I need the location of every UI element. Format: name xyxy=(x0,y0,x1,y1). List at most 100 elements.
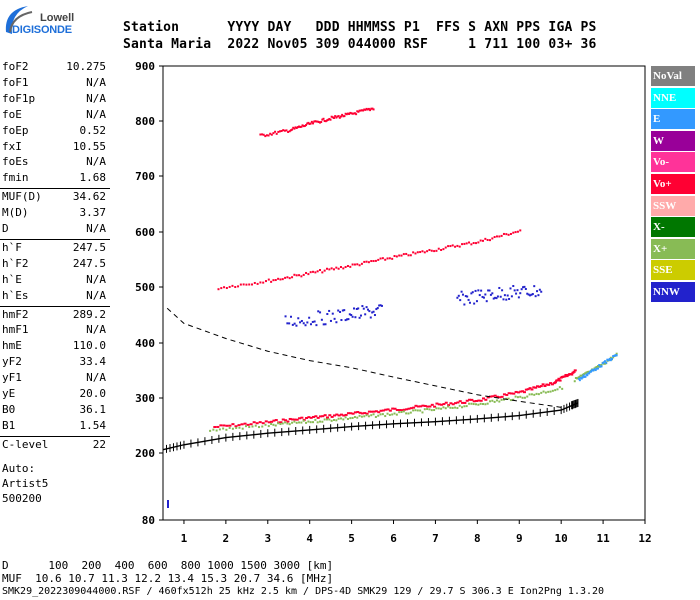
echo-point xyxy=(370,260,373,263)
echo-point xyxy=(540,391,543,394)
echo-point xyxy=(563,375,567,378)
echo-point xyxy=(473,302,476,305)
echo-point xyxy=(270,422,273,425)
echo-point xyxy=(309,122,312,125)
echo-point xyxy=(344,319,347,322)
echo-point xyxy=(602,362,605,365)
echo-point xyxy=(479,239,482,242)
echo-point xyxy=(240,423,244,426)
echo-point xyxy=(491,292,494,295)
param-value: N/A xyxy=(86,323,106,337)
echo-point xyxy=(475,300,478,303)
param-value: 33.4 xyxy=(79,355,107,369)
echo-point xyxy=(435,249,438,252)
echo-point xyxy=(258,426,261,429)
echo-point xyxy=(538,288,541,291)
echo-point xyxy=(554,389,557,392)
param-name: yF2 xyxy=(2,355,22,369)
param-separator xyxy=(0,435,110,437)
echo-point xyxy=(261,422,265,425)
echo-point xyxy=(282,129,285,132)
echo-point xyxy=(258,421,262,424)
echo-point xyxy=(499,295,502,298)
echo-point xyxy=(477,241,480,244)
echo-point xyxy=(345,113,348,116)
echo-point xyxy=(322,117,325,120)
echo-point xyxy=(358,414,361,417)
echo-point xyxy=(270,133,273,136)
echo-point xyxy=(423,404,427,407)
echo-point xyxy=(412,251,415,254)
echo-point xyxy=(442,403,446,406)
echo-point xyxy=(388,257,391,260)
echo-point xyxy=(463,242,466,245)
echo-point xyxy=(558,379,562,382)
echo-point xyxy=(291,418,295,421)
echo-point xyxy=(222,427,225,430)
echo-point xyxy=(479,402,482,405)
echo-point xyxy=(225,428,228,431)
echo-point xyxy=(353,416,356,419)
echo-point xyxy=(254,424,257,427)
echo-point xyxy=(578,379,581,382)
echo-point xyxy=(379,257,382,260)
echo-point xyxy=(547,390,550,393)
echo-point xyxy=(245,283,248,286)
echo-point xyxy=(261,425,264,428)
echo-point xyxy=(343,309,346,312)
echo-point xyxy=(372,310,375,313)
echo-point xyxy=(600,365,603,368)
echo-point xyxy=(306,122,309,125)
echo-point xyxy=(256,282,259,285)
param-name: foF1 xyxy=(2,75,29,89)
echo-point xyxy=(355,308,358,311)
echo-point xyxy=(484,237,487,240)
echo-point xyxy=(597,365,600,368)
echo-point xyxy=(391,407,395,410)
echo-point xyxy=(501,289,504,292)
echo-point xyxy=(512,231,515,234)
echo-point xyxy=(272,419,276,422)
echo-point xyxy=(277,277,280,280)
echo-point xyxy=(228,424,232,427)
echo-point xyxy=(586,371,589,374)
echo-point xyxy=(451,403,455,406)
echo-point xyxy=(608,358,611,361)
echo-point xyxy=(241,427,244,430)
echo-point xyxy=(475,399,479,402)
echo-point xyxy=(372,410,376,413)
echo-point xyxy=(614,354,617,357)
echo-point xyxy=(470,292,473,295)
param-value: 10.55 xyxy=(72,139,106,153)
echo-point xyxy=(516,396,519,399)
echo-point xyxy=(474,289,477,292)
echo-point xyxy=(493,394,497,397)
echo-point xyxy=(602,361,605,364)
echo-point xyxy=(451,244,454,247)
echo-point xyxy=(275,132,278,135)
echo-point xyxy=(351,315,354,318)
echo-point xyxy=(478,294,481,297)
echo-point xyxy=(288,423,291,426)
echo-point xyxy=(601,362,604,365)
echo-point xyxy=(505,233,508,236)
echo-point xyxy=(351,263,354,266)
x-tick-label: 7 xyxy=(432,532,439,545)
echo-point xyxy=(447,404,451,407)
echo-point xyxy=(348,112,351,115)
echo-point xyxy=(498,286,501,289)
echo-point xyxy=(305,417,309,420)
echo-point xyxy=(300,319,303,322)
echo-point xyxy=(414,409,417,412)
echo-point xyxy=(486,396,490,399)
echo-point xyxy=(391,257,394,260)
echo-point xyxy=(463,401,467,404)
echo-point xyxy=(500,234,503,237)
echo-point xyxy=(512,285,515,288)
echo-point xyxy=(377,411,381,414)
echo-point xyxy=(293,418,297,421)
echo-point xyxy=(300,275,303,278)
echo-point xyxy=(524,388,528,391)
echo-point xyxy=(471,291,474,294)
echo-point xyxy=(365,306,368,309)
